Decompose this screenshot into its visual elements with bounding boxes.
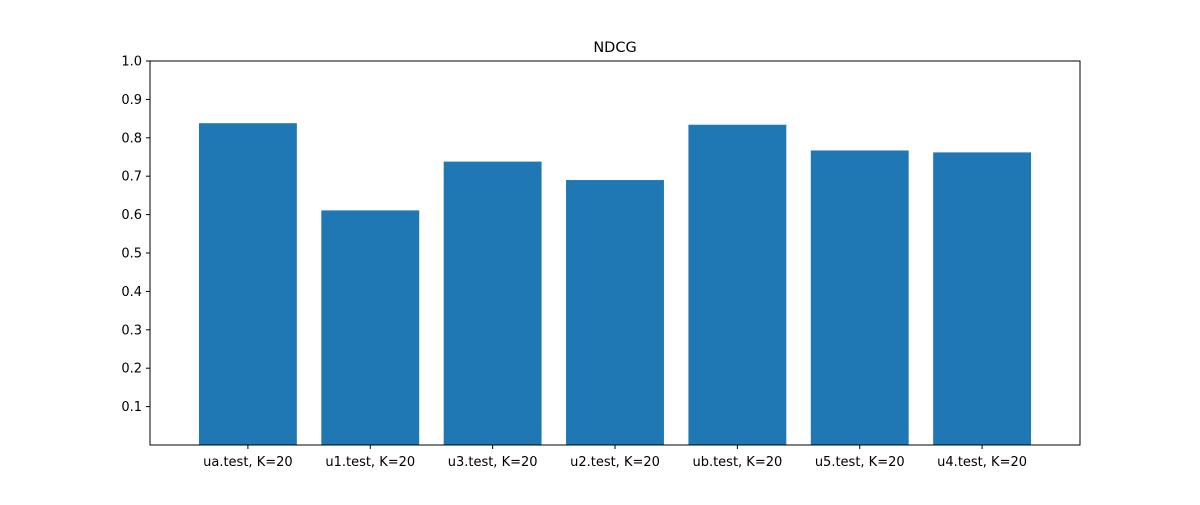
x-tick-label: u3.test, K=20 [448,455,538,470]
y-tick-label: 0.7 [121,170,142,185]
bar-1 [321,210,420,445]
x-tick-label: u2.test, K=20 [570,455,660,470]
x-tick-label: u5.test, K=20 [815,455,905,470]
bar-2 [443,161,542,446]
bar-0 [198,123,297,446]
y-tick-label: 0.9 [121,93,142,108]
bar-3 [566,180,664,446]
chart-title: NDCG [593,40,636,56]
y-tick-label: 0.3 [121,323,142,338]
y-tick-label: 0.4 [121,285,142,300]
bar-6 [933,152,1032,445]
x-tick-label: ub.test, K=20 [692,455,782,470]
y-tick-label: 1.0 [121,55,142,70]
x-tick-label: u4.test, K=20 [937,455,1027,470]
y-tick-label: 0.5 [121,247,142,262]
y-tick-label: 0.6 [121,208,142,223]
bar-4 [688,124,787,446]
bar-5 [810,150,909,445]
plot-frame [149,60,1081,446]
y-tick-label: 0.2 [121,362,142,377]
x-tick-label: ua.test, K=20 [203,455,293,470]
plot-area: ua.test, K=20 u1.test, K=20 u3.test, K=20 u… [121,55,1081,470]
y-tick-label: 0.8 [121,131,142,146]
x-tick-label: u1.test, K=20 [325,455,415,470]
y-tick-label: 0.1 [121,400,142,415]
